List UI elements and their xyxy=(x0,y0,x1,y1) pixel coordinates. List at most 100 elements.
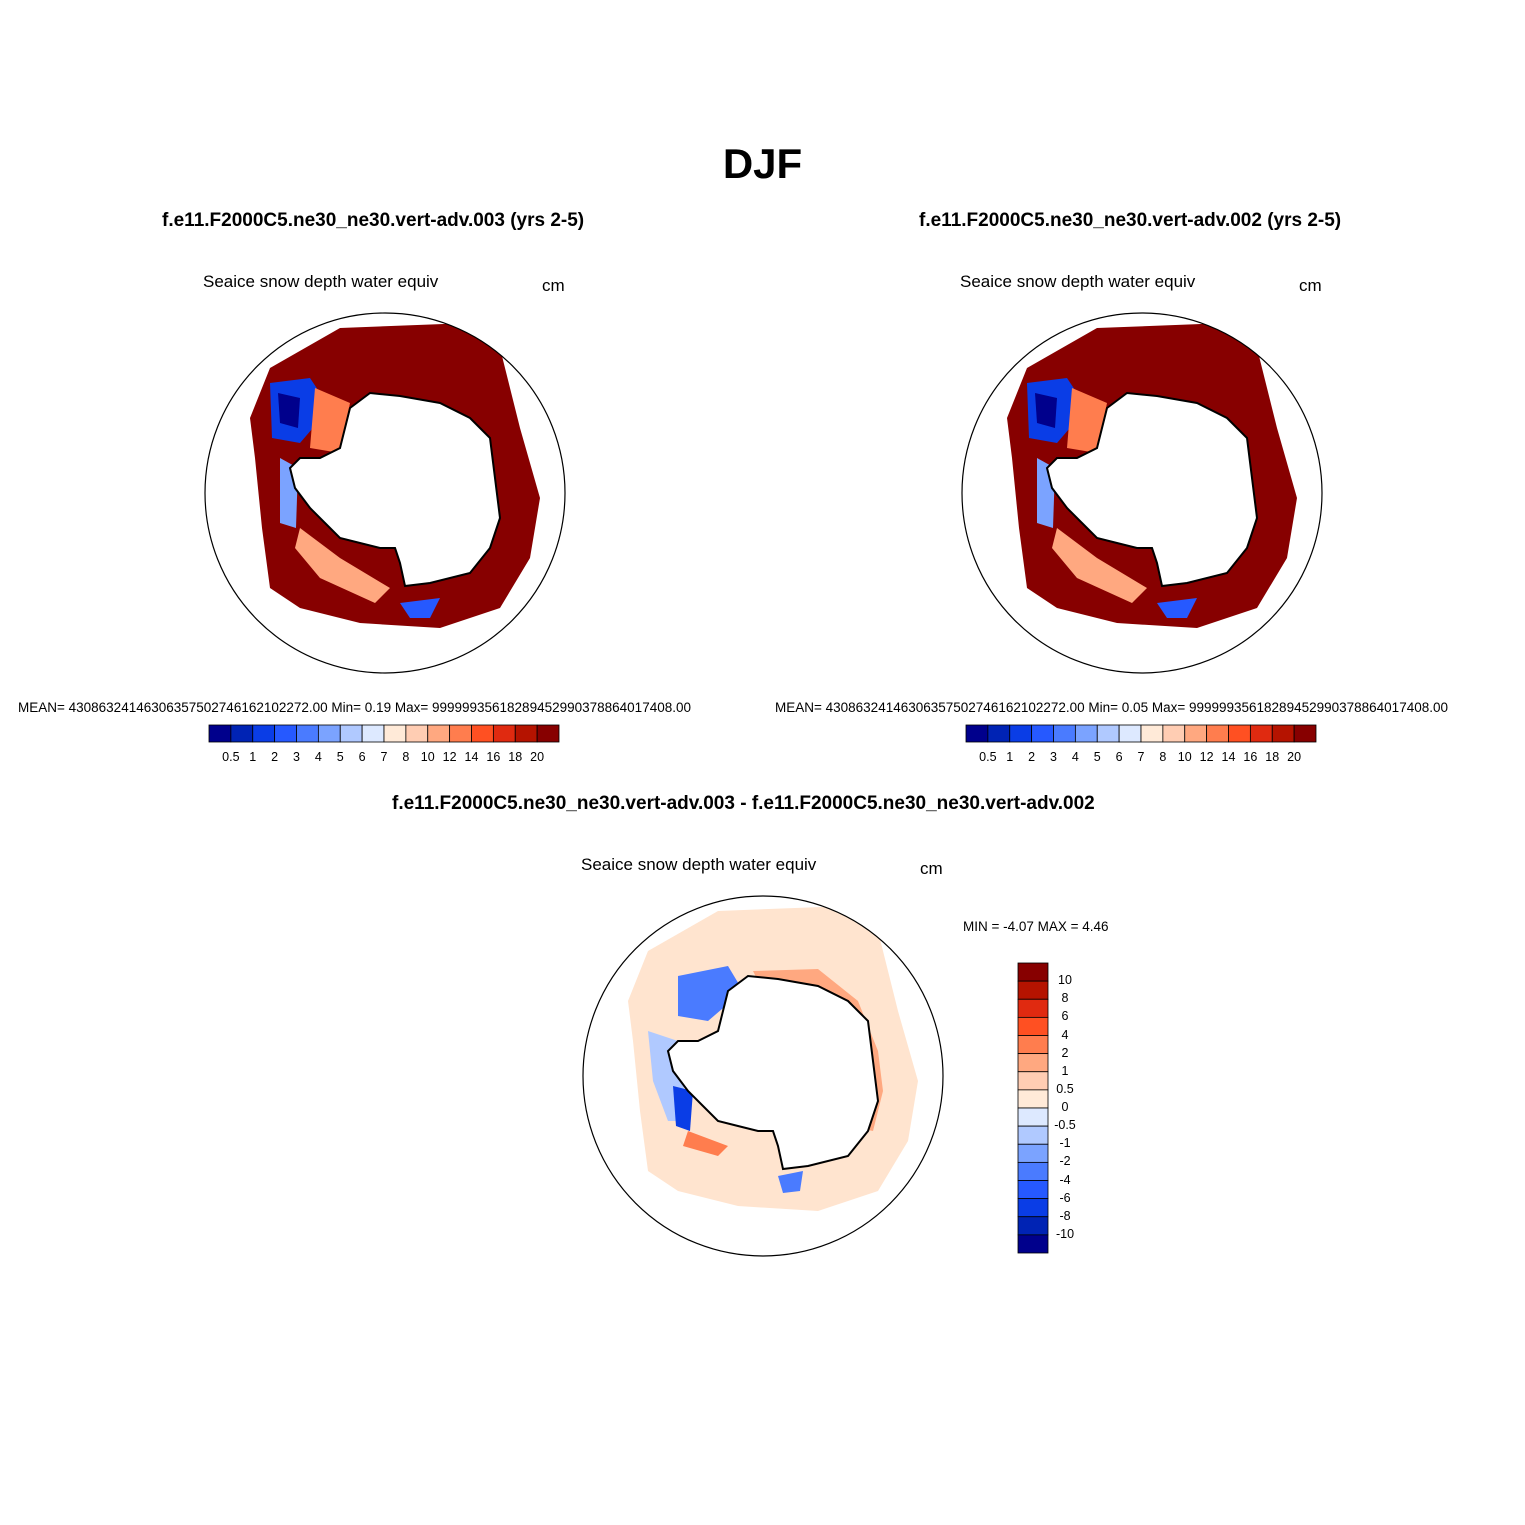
panel2-colorbar-box xyxy=(965,724,989,743)
diff-colorbar-tick-label: 0.5 xyxy=(1056,1081,1074,1096)
panel2-case-title: f.e11.F2000C5.ne30_ne30.vert-adv.002 (yr… xyxy=(919,210,1342,231)
panel1-colorbar-tick-label: 10 xyxy=(420,750,435,764)
panel2-colorbar-tick-label: 3 xyxy=(1050,750,1057,764)
panel1-variable-label: Seaice snow depth water equiv xyxy=(203,272,439,291)
panel1-colorbar-box xyxy=(296,724,319,743)
panel2-colorbar-tick-label: 4 xyxy=(1071,750,1079,764)
panel2-colorbar-tick-label: 12 xyxy=(1199,750,1214,764)
diff-colorbar-tick-label: -6 xyxy=(1059,1190,1071,1205)
diff-colorbar-box xyxy=(1017,1016,1049,1036)
diff-colorbar-tick-label: 0 xyxy=(1061,1100,1069,1114)
diff-colorbar-tick-label: 1 xyxy=(1061,1063,1069,1078)
panel1-colorbar-box xyxy=(536,724,560,743)
panel2-colorbar-tick-label: 2 xyxy=(1028,750,1036,764)
panel1-colorbar-box xyxy=(339,724,363,743)
panel1-colorbar-tick-label: 0.5 xyxy=(222,750,240,764)
diff-colorbar-box xyxy=(1017,1035,1049,1055)
panel1-colorbar-box xyxy=(449,724,472,743)
panel1-colorbar-tick-label: 1 xyxy=(249,750,257,764)
panel2-colorbar xyxy=(965,724,1317,743)
diff-case-title: f.e11.F2000C5.ne30_ne30.vert-adv.003 - f… xyxy=(392,793,1095,814)
panel1-colorbar-box xyxy=(514,724,538,743)
panel2-colorbar-tick-label: 0.5 xyxy=(979,750,997,764)
diff-colorbar-tick-label: -2 xyxy=(1059,1154,1071,1169)
diff-colorbar-box xyxy=(1017,1198,1049,1218)
panel2-colorbar-box xyxy=(1162,724,1186,743)
panel1-colorbar xyxy=(208,724,560,743)
panel1-colorbar-box xyxy=(405,724,429,743)
panel1-colorbar-box xyxy=(274,724,297,743)
diff-colorbar-tick-label: -8 xyxy=(1059,1208,1071,1223)
panel2-colorbar-box xyxy=(987,724,1011,743)
panel2-colorbar-box xyxy=(1053,724,1076,743)
panel2-colorbar-tick-label: 7 xyxy=(1137,750,1145,764)
diff-colorbar-box xyxy=(1017,980,1049,1000)
panel2-colorbar-tick-label: 5 xyxy=(1093,750,1101,764)
panel1-colorbar-tick-label: 2 xyxy=(271,750,279,764)
diff-colorbar-tick-label: 2 xyxy=(1061,1045,1069,1060)
diff-colorbar-box xyxy=(1017,1216,1049,1236)
panel2-colorbar-tick-label: 8 xyxy=(1159,750,1167,764)
diff-colorbar-box xyxy=(1017,998,1049,1018)
diff-colorbar-tick-label: 10 xyxy=(1058,973,1072,988)
panel1-colorbar-tick-label: 14 xyxy=(464,750,479,764)
diff-minmax: MIN = -4.07 MAX = 4.46 xyxy=(963,919,1109,934)
panel2-colorbar-tick-label: 1 xyxy=(1006,750,1014,764)
diff-colorbar-box xyxy=(1017,1053,1049,1073)
panel1-colorbar-tick-label: 8 xyxy=(402,750,410,764)
panel2-colorbar-box xyxy=(1293,724,1317,743)
diff-variable-label: Seaice snow depth water equiv xyxy=(581,855,817,874)
figure-title: DJF xyxy=(722,140,803,187)
panel1-colorbar-box xyxy=(252,724,276,743)
panel2-colorbar-box xyxy=(1096,724,1120,743)
panel1-colorbar-tick-label: 3 xyxy=(293,750,300,764)
panel1-colorbar-box xyxy=(492,724,516,743)
panel1-stats: MEAN= 43086324146306357502746162102272.0… xyxy=(18,700,691,715)
panel2-colorbar-box xyxy=(1249,724,1273,743)
panel1-colorbar-box xyxy=(230,724,254,743)
panel1-colorbar-tick-label: 12 xyxy=(442,750,457,764)
diff-colorbar-box xyxy=(1017,1125,1049,1145)
panel1-units-label: cm xyxy=(542,276,565,295)
diff-colorbar-box xyxy=(1017,1143,1049,1163)
panel2-colorbar-tick-label: 16 xyxy=(1243,750,1258,764)
panel1-colorbar-box xyxy=(317,724,341,743)
panel2-colorbar-box xyxy=(1118,724,1142,743)
panel1-colorbar-tick-label: 18 xyxy=(508,750,523,764)
diff-colorbar-tick-label: -0.5 xyxy=(1054,1118,1076,1133)
panel1-colorbar-tick-label: 16 xyxy=(486,750,501,764)
panel1-colorbar-box xyxy=(208,724,232,743)
panel1-colorbar-tick-label: 20 xyxy=(530,750,545,764)
panel2-units-label: cm xyxy=(1299,276,1322,295)
panel1-colorbar-box xyxy=(361,724,385,743)
diff-colorbar-tick-label: -10 xyxy=(1055,1226,1075,1241)
panel2-polar-map xyxy=(961,312,1323,674)
diff-colorbar-tick-label: 6 xyxy=(1061,1009,1069,1024)
panel1-polar-map xyxy=(204,312,566,674)
panel2-colorbar-tick-label: 10 xyxy=(1177,750,1192,764)
panel1-colorbar-tick-label: 5 xyxy=(336,750,344,764)
diff-colorbar-tick-label: 4 xyxy=(1061,1027,1069,1042)
diff-colorbar-tick-label: -4 xyxy=(1059,1172,1071,1187)
panel2-colorbar-box xyxy=(1206,724,1229,743)
panel2-colorbar-box xyxy=(1074,724,1098,743)
diff-colorbar-box xyxy=(1017,1107,1049,1127)
panel2-colorbar-box xyxy=(1031,724,1054,743)
panel1-colorbar-tick-label: 7 xyxy=(380,750,388,764)
panel1-colorbar-tick-label: 4 xyxy=(314,750,322,764)
diff-colorbar-box xyxy=(1017,962,1049,982)
panel1-colorbar-box xyxy=(427,724,451,743)
panel2-stats: MEAN= 43086324146306357502746162102272.0… xyxy=(775,700,1448,715)
panel2-colorbar-tick-label: 20 xyxy=(1287,750,1302,764)
diff-colorbar-tick-label: -1 xyxy=(1059,1136,1071,1151)
diff-colorbar-box xyxy=(1017,1234,1049,1254)
panel2-colorbar-tick-label: 18 xyxy=(1265,750,1280,764)
diff-colorbar xyxy=(1017,962,1049,1254)
panel1-case-title: f.e11.F2000C5.ne30_ne30.vert-adv.003 (yr… xyxy=(162,210,585,231)
panel2-colorbar-tick-label: 14 xyxy=(1221,750,1236,764)
panel1-colorbar-box xyxy=(383,724,407,743)
diff-polar-map xyxy=(582,895,944,1257)
panel1-colorbar-box xyxy=(471,724,494,743)
diff-colorbar-box xyxy=(1017,1089,1049,1109)
diff-colorbar-tick-label: 8 xyxy=(1061,991,1069,1006)
